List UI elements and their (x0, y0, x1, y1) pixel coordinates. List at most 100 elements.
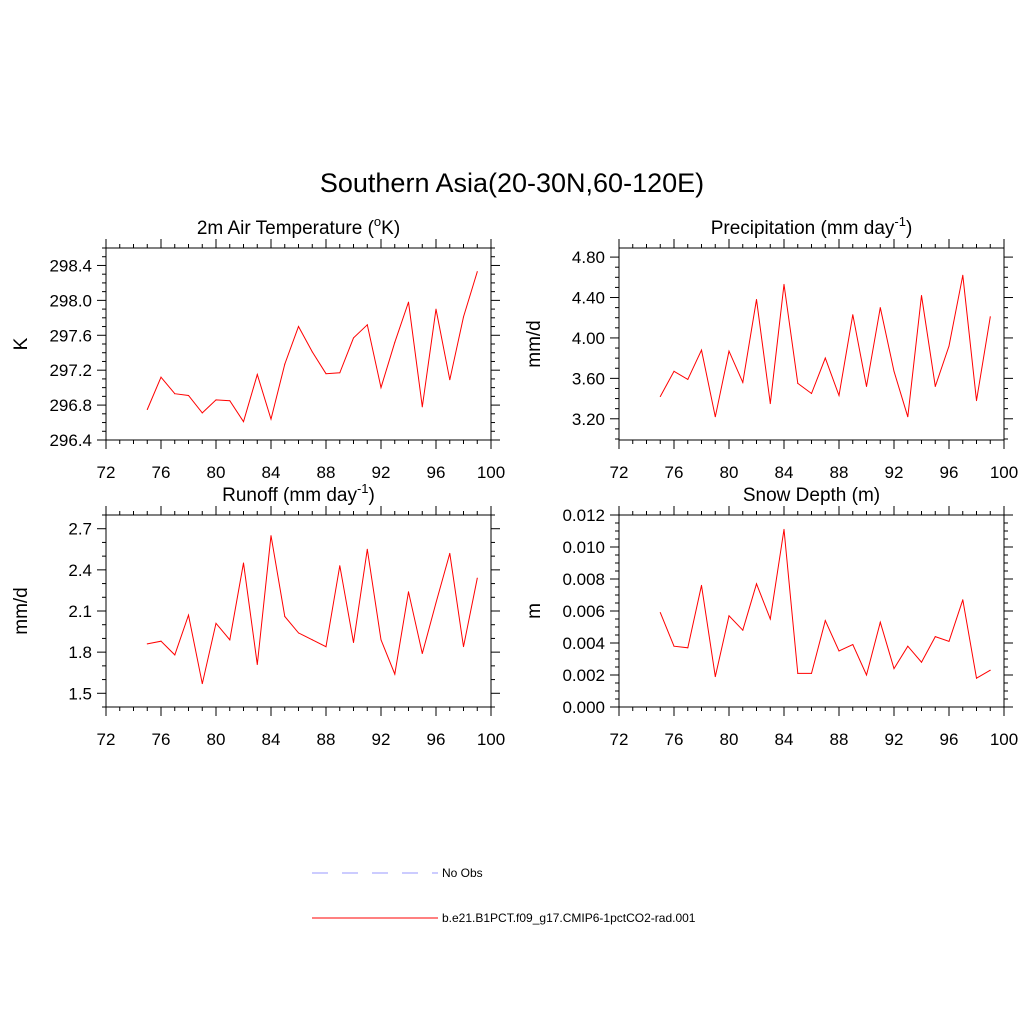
data-point (188, 394, 189, 396)
data-point (339, 565, 341, 567)
x-tick-label: 88 (317, 730, 336, 749)
data-point (824, 357, 826, 359)
x-tick-label: 100 (477, 463, 505, 482)
data-point (673, 645, 675, 647)
data-point (229, 400, 231, 402)
data-point (435, 602, 437, 604)
x-tick-label: 84 (775, 463, 794, 482)
plot-frame-temp (105, 247, 492, 441)
data-point (146, 643, 148, 645)
y-tick-label: 0.008 (562, 570, 605, 589)
data-point (449, 379, 451, 381)
data-point (366, 548, 368, 550)
data-point (394, 341, 396, 343)
panel-title-sup: -1 (894, 214, 906, 229)
panel-snow: Snow Depth (m) m 72 76 80 84 88 92 96 100 0.000 0.0… (524, 485, 1018, 749)
data-point (893, 668, 895, 670)
data-point (325, 373, 327, 375)
y-tick-label: 1.5 (68, 684, 92, 703)
y-tick-label: 296.8 (49, 396, 92, 415)
data-point (811, 393, 812, 395)
data-point (160, 640, 162, 642)
data-point (463, 316, 464, 318)
y-tick-label: 4.00 (572, 329, 605, 348)
data-point (797, 672, 799, 674)
x-tick-label: 96 (940, 463, 959, 482)
panel-title-main: Runoff (mm day (222, 485, 357, 506)
panel-title-temp: 2m Air Temperature (oK) (197, 214, 400, 239)
y-tick-label: 0.010 (562, 538, 605, 557)
x-tick-label: 100 (990, 463, 1018, 482)
x-tick-label: 92 (372, 463, 391, 482)
series-line-runoff (147, 535, 478, 684)
data-point (421, 653, 423, 655)
y-tick-label: 1.8 (68, 643, 92, 662)
x-tick-label: 76 (152, 463, 171, 482)
x-tick-label: 72 (97, 463, 116, 482)
x-tick-label: 88 (830, 463, 849, 482)
x-tick-label: 92 (372, 730, 391, 749)
data-point (201, 412, 203, 414)
data-point (160, 376, 162, 378)
data-point (783, 283, 785, 285)
panel-title-sup: -1 (357, 481, 369, 496)
panel-precip: Precipitation (mm day-1) mm/d 72 76 80 84 88 92… (524, 214, 1018, 482)
data-point (435, 308, 437, 310)
data-point (728, 615, 730, 617)
data-point (962, 599, 964, 601)
data-point (270, 535, 272, 537)
panel-title-main: Precipitation (mm day (711, 218, 895, 239)
x-tick-label: 72 (97, 730, 116, 749)
data-point (921, 294, 922, 296)
data-point (325, 646, 327, 648)
data-point (229, 639, 231, 641)
y-tick-label: 4.40 (572, 289, 605, 308)
data-point (311, 351, 313, 353)
panel-temp: 2m Air Temperature (oK) K 72 76 80 84 88 92 96 10… (11, 214, 505, 482)
data-point (934, 636, 936, 638)
data-point (380, 387, 382, 389)
x-tick-label: 84 (262, 730, 281, 749)
data-point (421, 406, 423, 408)
y-tick-label: 2.4 (68, 561, 92, 580)
plot-frame-runoff (105, 514, 492, 708)
y-axis-label-temp: K (11, 337, 32, 350)
series-line-temp (146, 271, 478, 423)
data-point (311, 639, 313, 641)
x-tick-label: 96 (940, 730, 959, 749)
panel-title-end: ) (906, 218, 912, 239)
legend-label-model: b.e21.B1PCT.f09_g17.CMIP6-1pctCO2-rad.00… (442, 911, 696, 925)
data-point (146, 408, 148, 410)
data-point (728, 350, 730, 352)
legend-label-obs: No Obs (442, 866, 483, 880)
x-tick-label: 92 (885, 463, 904, 482)
y-tick-label: 0.004 (562, 634, 605, 653)
data-point (353, 337, 354, 339)
data-point (256, 663, 258, 665)
plot-frame-precip (618, 247, 1005, 441)
data-point (714, 416, 716, 418)
data-point (394, 673, 396, 675)
y-axis-label-runoff: mm/d (11, 587, 32, 635)
x-tick-label: 80 (720, 730, 739, 749)
data-point (256, 374, 258, 376)
data-point (852, 314, 854, 316)
series-line-snow (659, 529, 991, 679)
data-point (687, 378, 689, 380)
data-point (215, 622, 217, 624)
data-point (673, 370, 675, 372)
data-point (659, 396, 661, 398)
panel-runoff: Runoff (mm day-1) mm/d 72 76 80 84 88 92 96 100 1.… (11, 481, 505, 749)
data-point (701, 349, 702, 351)
panel-title-end: ) (369, 485, 375, 506)
y-tick-label: 2.1 (68, 602, 92, 621)
data-point (838, 395, 840, 397)
data-point (934, 385, 936, 387)
data-point (659, 612, 661, 614)
x-tick-label: 84 (775, 730, 794, 749)
y-tick-label: 298.4 (49, 256, 92, 275)
data-point (852, 644, 854, 646)
data-point (243, 562, 244, 564)
data-point (215, 399, 217, 401)
